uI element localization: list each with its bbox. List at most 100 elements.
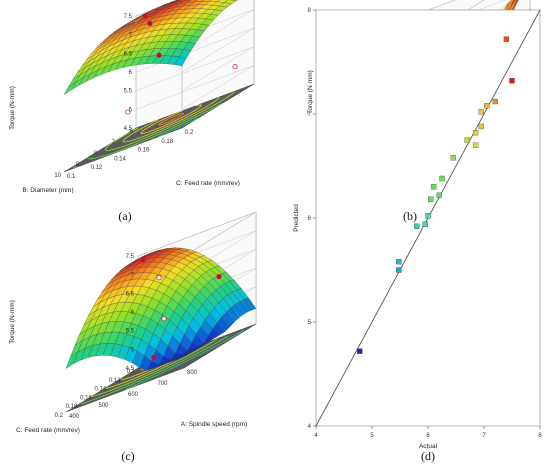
data-point <box>357 348 363 354</box>
design-point <box>161 316 167 322</box>
contour-line <box>125 329 244 390</box>
data-point <box>478 123 484 130</box>
z-tick-label: 7.5 <box>126 254 135 260</box>
y-tick-label: 500 <box>99 403 110 409</box>
design-point <box>216 274 222 280</box>
design-point <box>147 20 153 27</box>
y-axis-label: A: Spindle speed (rpm) <box>181 421 247 428</box>
z-tick-label: 7 <box>131 273 135 279</box>
x-tick-label: 0.2 <box>55 413 64 419</box>
panel-label-c: (c) <box>121 449 134 463</box>
contour-line <box>104 127 139 151</box>
y-tick-label: 8 <box>308 8 312 14</box>
y-tick-label: 5 <box>308 320 312 326</box>
contour-line <box>122 119 159 143</box>
z-tick-label: 6.5 <box>126 291 135 297</box>
x-axis-label: B: Diameter (mm) <box>22 187 73 194</box>
y-tick-label: 0.16 <box>138 148 150 154</box>
design-point <box>156 52 162 58</box>
z-tick-label: 6.5 <box>124 51 133 57</box>
data-point <box>509 78 515 84</box>
design-point <box>140 257 146 263</box>
z-tick-label: 7 <box>129 33 133 39</box>
contour-line <box>120 375 135 380</box>
y-tick-label: 7 <box>308 112 312 118</box>
x-tick-label: 7 <box>112 140 116 146</box>
z-gridline <box>135 46 255 91</box>
y-tick-label: 600 <box>128 392 139 398</box>
data-point <box>492 98 498 105</box>
data-point <box>464 137 470 143</box>
y-tick-label: 700 <box>158 381 169 387</box>
surface-cell <box>230 0 238 1</box>
contour-line <box>80 397 99 405</box>
data-point <box>425 213 431 219</box>
z-tick-label: 6 <box>129 70 133 76</box>
contour-line <box>120 102 223 151</box>
floor-contours <box>73 91 236 168</box>
z-tick-label: 5 <box>129 107 133 113</box>
contour-line <box>152 104 202 131</box>
z-tick-label: 4.5 <box>126 366 135 372</box>
z-tick-label: 4.5 <box>124 126 133 132</box>
contour-line <box>158 112 185 126</box>
x-tick-label: 5 <box>370 433 374 439</box>
z-axis-label: Torque (N·mm) <box>9 86 16 130</box>
z-tick-label: 6 <box>131 310 135 316</box>
x-tick-label: 9 <box>76 162 80 168</box>
z-tick-label: 5.5 <box>124 89 133 95</box>
y-tick-label: 4 <box>308 424 312 430</box>
design-point <box>142 13 148 19</box>
contour-line <box>87 149 121 160</box>
contour-line <box>157 117 198 138</box>
data-point <box>503 36 510 42</box>
y-tick-label: 400 <box>69 414 80 420</box>
contour-line <box>91 390 111 398</box>
contour-line <box>130 91 236 144</box>
design-point <box>232 64 238 70</box>
panel-label-d: (d) <box>421 449 435 463</box>
x-tick-label: 4 <box>314 433 318 439</box>
z-tick-label: 5.5 <box>126 329 135 335</box>
x-tick-label: 6 <box>426 433 430 439</box>
contour-line <box>141 96 220 138</box>
contour-line <box>73 166 78 168</box>
panel-d-scatter-chart: 4 5 6 7 8 4 5 6 7 8 Actual Predicted <box>293 8 542 450</box>
data-point <box>439 175 445 182</box>
data-point <box>472 130 479 136</box>
panel-a-surface-chart: 4.5 5 5.5 6 6.5 7 7.5 6 7 8 9 10 0.1 0.12 0.14 0.16 0.18… <box>9 0 255 194</box>
data-point <box>422 221 428 227</box>
y-tick-label: 800 <box>187 370 198 376</box>
z-axis-label: Torque (N·mm) <box>9 300 16 344</box>
design-point <box>151 354 157 361</box>
y-axis-label: Predicted <box>293 204 300 232</box>
x-axis-label: Actual <box>419 443 438 450</box>
x-axis-label: C: Feed rate (mm/rev) <box>16 427 80 434</box>
data-point <box>414 223 420 229</box>
y-axis-label: C: Feed rate (mm/rev) <box>176 180 240 187</box>
contour-line <box>140 110 183 134</box>
surface-mesh <box>63 0 238 95</box>
y-tick-label: 6 <box>308 216 312 222</box>
y-tick-label: 0.1 <box>67 174 76 180</box>
z-tick-label: 7.5 <box>124 14 133 20</box>
data-point <box>436 192 442 198</box>
z-gridline <box>135 65 255 110</box>
x-tick-label: 10 <box>54 173 61 179</box>
panel-label-a: (a) <box>118 209 131 223</box>
x-tick-label: 7 <box>482 433 486 439</box>
contour-floor <box>65 323 257 413</box>
x-tick-label: 6 <box>130 129 134 135</box>
panel-label-b: (b) <box>403 209 417 223</box>
data-point <box>428 196 434 202</box>
surface-mesh <box>65 247 257 371</box>
y-tick-label: 0.18 <box>161 139 173 145</box>
x-tick-label: 8 <box>94 151 98 157</box>
design-point <box>156 275 162 281</box>
data-point <box>484 103 490 109</box>
x-tick-label: 0.14 <box>95 387 107 393</box>
design-point <box>125 109 131 115</box>
data-point <box>472 142 479 148</box>
contour-line <box>98 335 229 399</box>
x-tick-label: 0.18 <box>66 404 78 410</box>
